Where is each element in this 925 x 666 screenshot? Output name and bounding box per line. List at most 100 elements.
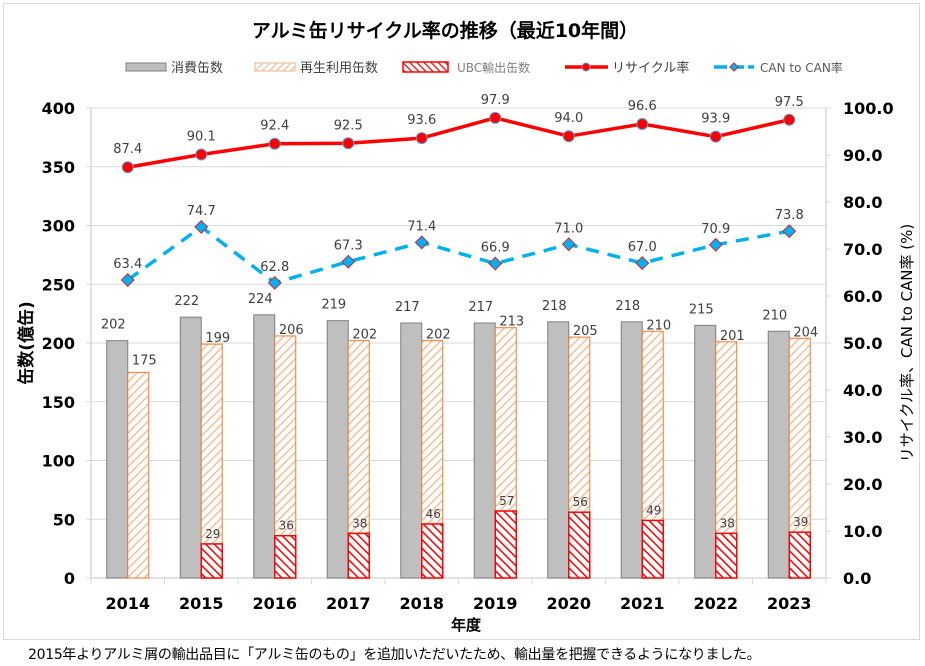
bar-consumed: [106, 340, 129, 579]
bar-recycled: [127, 371, 150, 579]
marker-recycle-rate: [268, 137, 281, 150]
legend-item-recycle-rate: リサイクル率: [565, 60, 689, 76]
line-can-to-can: [126, 225, 790, 285]
data-label-recycle-rate: 87.4: [113, 142, 142, 157]
x-tick-label: 2019: [473, 594, 518, 613]
legend-item-ubc-export: UBC輸出缶数: [402, 60, 530, 75]
data-label-can-to-can: 67.3: [334, 239, 363, 254]
marker-recycle-rate: [342, 137, 355, 150]
left-tick-label: 150: [42, 393, 75, 412]
marker-recycle-rate: [636, 117, 649, 130]
bar-ubc-export: [788, 531, 811, 579]
marker-can-to-can: [267, 275, 282, 290]
legend: 消費缶数 再生利用缶数 UBC輸出缶数 リサイクル率 CAN to CAN率: [125, 60, 843, 76]
data-label-can-to-can: 73.8: [775, 208, 804, 223]
data-label-can-to-can: 74.7: [187, 204, 216, 219]
bar-consumed: [473, 322, 496, 579]
data-label-ubc-export: 56: [573, 495, 588, 509]
bar-ubc-export: [274, 534, 297, 579]
bar-consumed: [253, 314, 276, 579]
x-tick-label: 2015: [179, 594, 224, 613]
data-label-recycled: 201: [720, 329, 745, 344]
right-tick-label: 50.0: [843, 334, 882, 353]
data-label-consumed: 224: [248, 292, 273, 307]
x-tick-label: 2020: [546, 594, 591, 613]
data-label-recycle-rate: 96.6: [628, 99, 657, 114]
bar-consumed: [326, 320, 349, 579]
bar-consumed: [179, 316, 202, 579]
marker-recycle-rate: [121, 161, 134, 174]
right-tick-label: 60.0: [843, 287, 882, 306]
left-axis-ticks: 0 50 100 150 200 250 300 350 400: [42, 99, 75, 588]
data-label-consumed: 219: [321, 298, 346, 313]
x-tick-label: 2023: [767, 594, 812, 613]
legend-label-recycle-rate: リサイクル率: [612, 60, 689, 76]
left-tick-label: 50: [53, 510, 75, 529]
data-label-recycle-rate: 90.1: [187, 130, 216, 145]
legend-item-recycled: 再生利用缶数: [254, 61, 378, 76]
bar-ubc-export: [715, 532, 738, 579]
data-label-ubc-export: 49: [646, 503, 661, 517]
data-label-recycle-rate: 93.6: [407, 113, 436, 128]
data-label-can-to-can: 66.9: [481, 241, 510, 256]
data-label-can-to-can: 63.4: [113, 257, 142, 272]
data-label-can-to-can: 62.8: [260, 260, 289, 275]
data-label-ubc-export: 29: [205, 527, 220, 541]
bar-ubc-export: [200, 543, 223, 579]
data-label-recycled: 175: [132, 353, 157, 368]
data-label-consumed: 218: [542, 299, 567, 314]
marker-recycle-rate: [489, 111, 502, 124]
x-tick-label: 2022: [693, 594, 738, 613]
marker-can-to-can: [635, 256, 650, 271]
right-tick-label: 30.0: [843, 428, 882, 447]
data-label-can-to-can: 71.4: [407, 219, 436, 234]
bar-ubc-export: [347, 532, 370, 579]
lines: [120, 111, 797, 290]
x-tick-label: 2014: [105, 594, 150, 613]
data-label-consumed: 217: [468, 300, 493, 315]
data-label-can-to-can: 67.0: [628, 240, 657, 255]
marker-recycle-rate: [709, 130, 722, 143]
data-label-can-to-can: 71.0: [554, 221, 583, 236]
data-label-recycle-rate: 92.4: [260, 119, 289, 134]
marker-can-to-can: [194, 219, 209, 234]
data-label-consumed: 210: [762, 308, 787, 323]
right-axis-ticks: 0.0 10.0 20.0 30.0 40.0 50.0 60.0 70.0 80.0 90.0 1…: [843, 99, 894, 588]
legend-label-consumed: 消費缶数: [171, 61, 223, 76]
bar-consumed: [620, 321, 643, 579]
marker-can-to-can: [782, 224, 797, 239]
bar-ubc-export: [641, 519, 664, 579]
marker-can-to-can: [488, 256, 503, 271]
data-label-recycled: 204: [793, 325, 818, 340]
bar-consumed: [767, 330, 790, 579]
legend-marker-recycle-rate: [581, 62, 591, 72]
x-tick-label: 2017: [326, 594, 371, 613]
left-tick-label: 400: [42, 99, 75, 118]
data-label-recycled: 213: [499, 315, 524, 330]
right-tick-label: 100.0: [843, 99, 894, 118]
data-label-recycled: 210: [646, 318, 671, 333]
data-label-recycle-rate: 97.5: [775, 95, 804, 110]
data-label-can-to-can: 70.9: [701, 222, 730, 237]
marker-can-to-can: [561, 237, 576, 252]
data-label-recycle-rate: 92.5: [334, 118, 363, 133]
left-tick-label: 100: [42, 452, 75, 471]
marker-can-to-can: [341, 254, 356, 269]
left-tick-label: 350: [42, 158, 75, 177]
right-tick-label: 80.0: [843, 193, 882, 212]
data-label-recycled: 202: [352, 328, 377, 343]
bar-consumed: [547, 321, 570, 579]
marker-recycle-rate: [415, 132, 428, 145]
line-recycle-rate: [127, 116, 790, 169]
x-tick-label: 2021: [620, 594, 665, 613]
right-tick-label: 10.0: [843, 522, 882, 541]
marker-can-to-can: [414, 235, 429, 250]
right-tick-label: 40.0: [843, 381, 882, 400]
legend-label-can-to-can: CAN to CAN率: [760, 60, 843, 75]
data-labels: 202 175 222 199 29 224 206 36 219 202 38 217 202 46 21…: [101, 93, 818, 541]
x-axis-ticks: 2014 2015 2016 2017 2018 2019 2020 2021 2022 2023: [105, 594, 811, 613]
left-tick-label: 300: [42, 217, 75, 236]
right-tick-label: 70.0: [843, 240, 882, 259]
right-tick-label: 90.0: [843, 146, 882, 165]
